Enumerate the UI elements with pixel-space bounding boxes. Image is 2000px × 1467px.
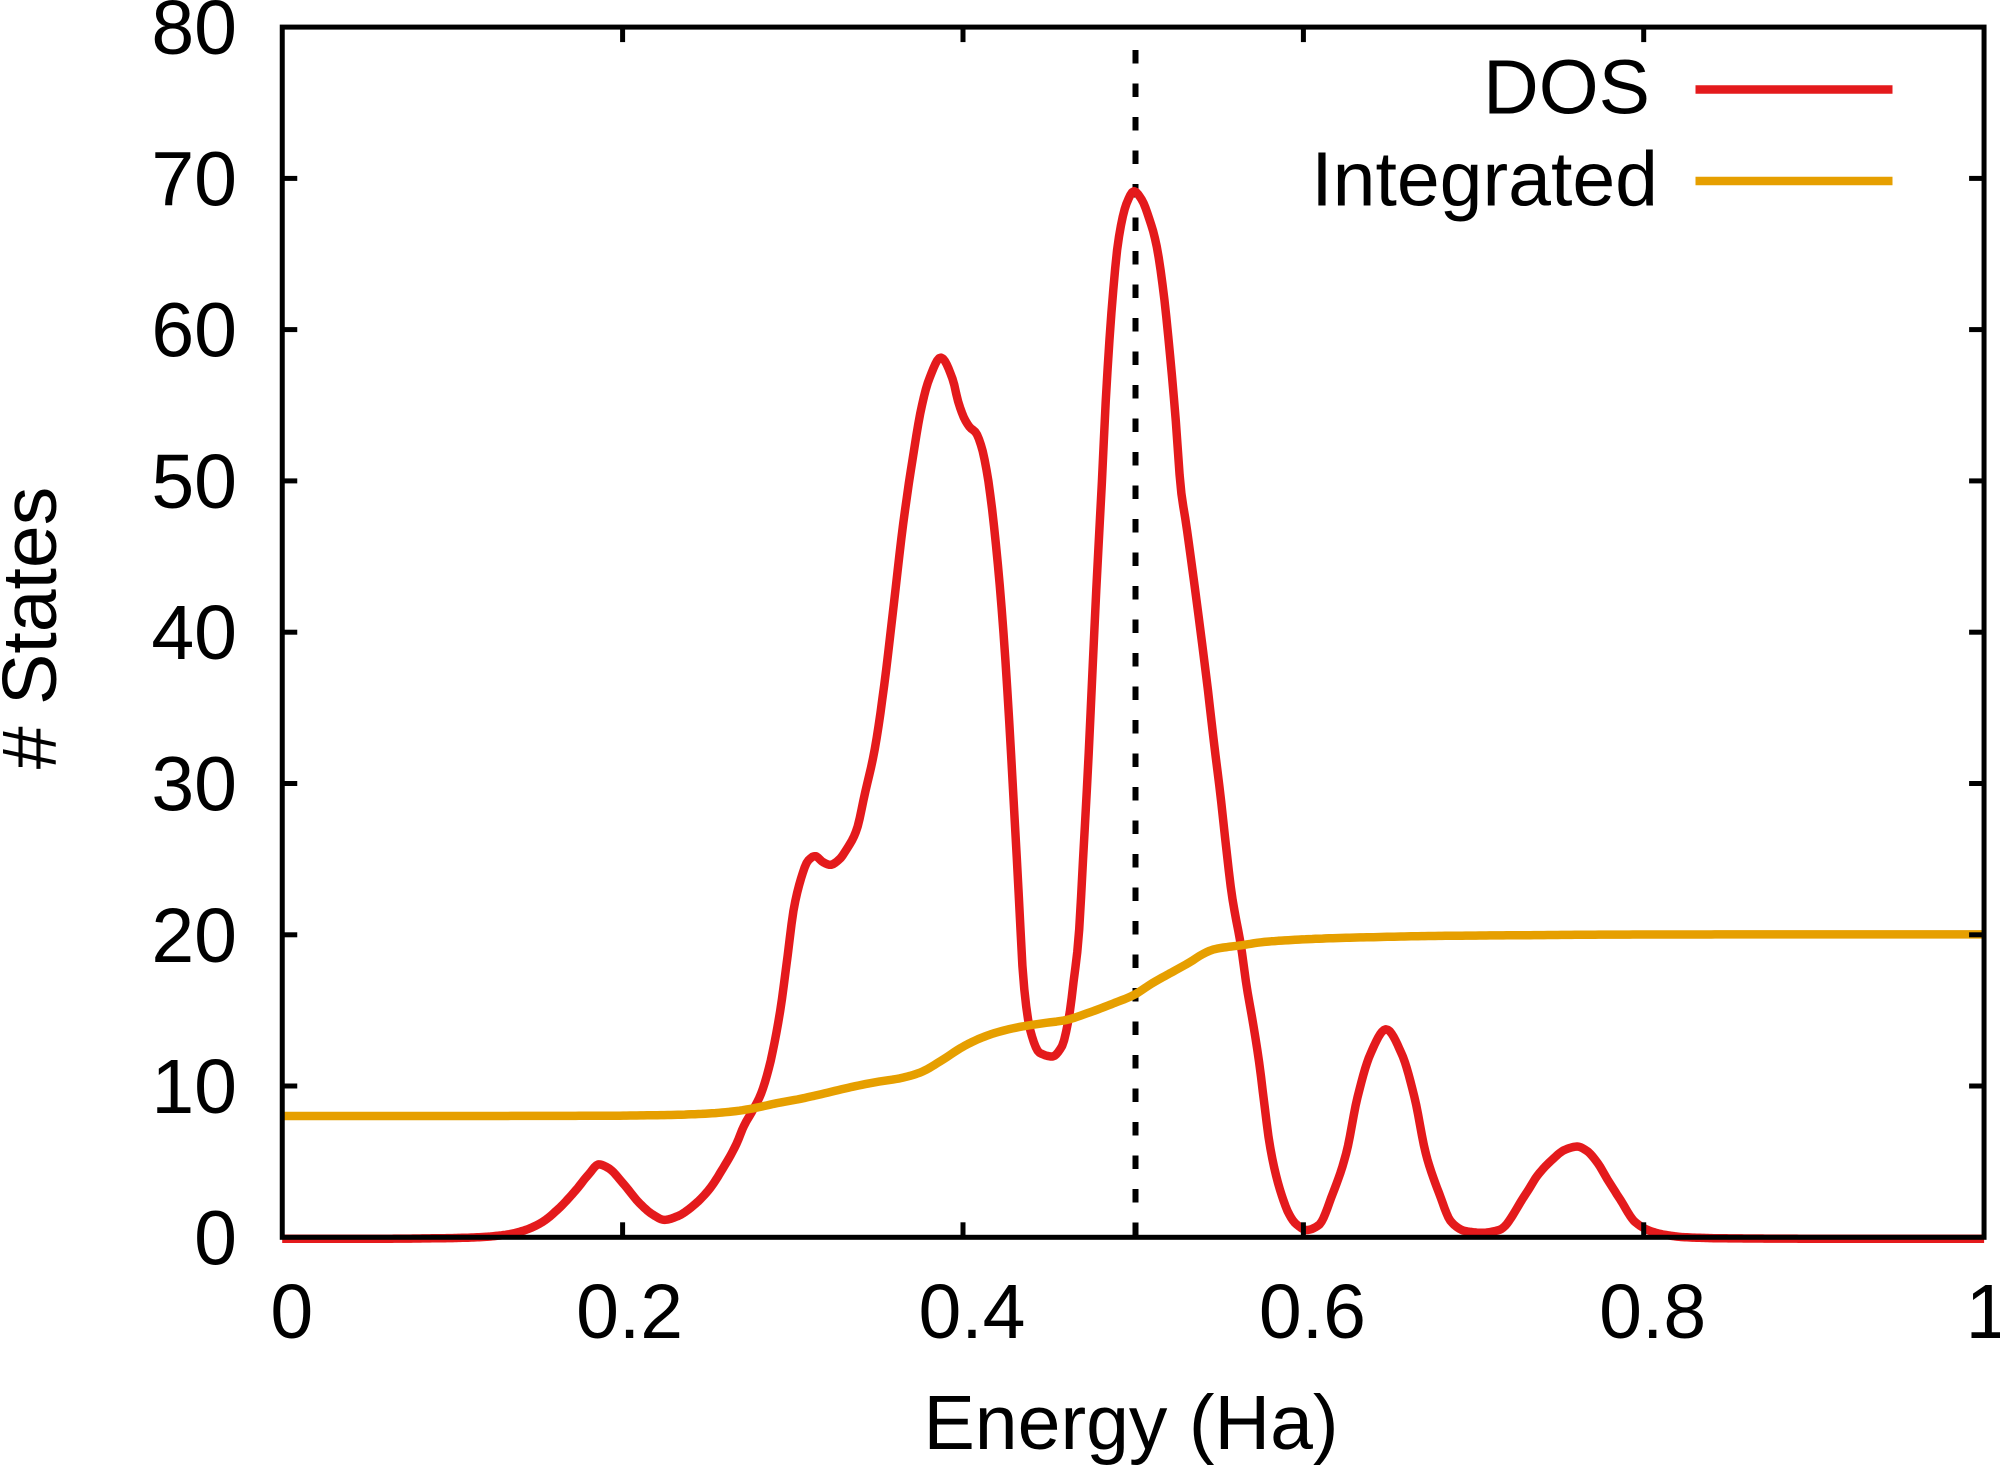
svg-text:Energy (Ha): Energy (Ha) (923, 1380, 1338, 1466)
svg-text:DOS: DOS (1483, 45, 1650, 131)
svg-text:# States: # States (0, 487, 73, 770)
svg-text:0: 0 (194, 1195, 237, 1281)
svg-text:0: 0 (270, 1269, 313, 1355)
svg-text:10: 10 (151, 1044, 237, 1130)
svg-text:1: 1 (1966, 1269, 2000, 1355)
svg-text:50: 50 (151, 439, 237, 525)
svg-text:20: 20 (151, 893, 237, 979)
svg-text:40: 40 (151, 590, 237, 676)
svg-text:0.6: 0.6 (1259, 1269, 1366, 1355)
svg-text:70: 70 (151, 136, 237, 222)
svg-text:60: 60 (151, 288, 237, 374)
svg-text:0.8: 0.8 (1599, 1269, 1706, 1355)
svg-text:80: 80 (151, 0, 237, 71)
svg-text:0.4: 0.4 (918, 1269, 1025, 1355)
svg-text:0.2: 0.2 (576, 1269, 683, 1355)
svg-text:Integrated: Integrated (1311, 137, 1658, 223)
svg-text:30: 30 (151, 742, 237, 828)
